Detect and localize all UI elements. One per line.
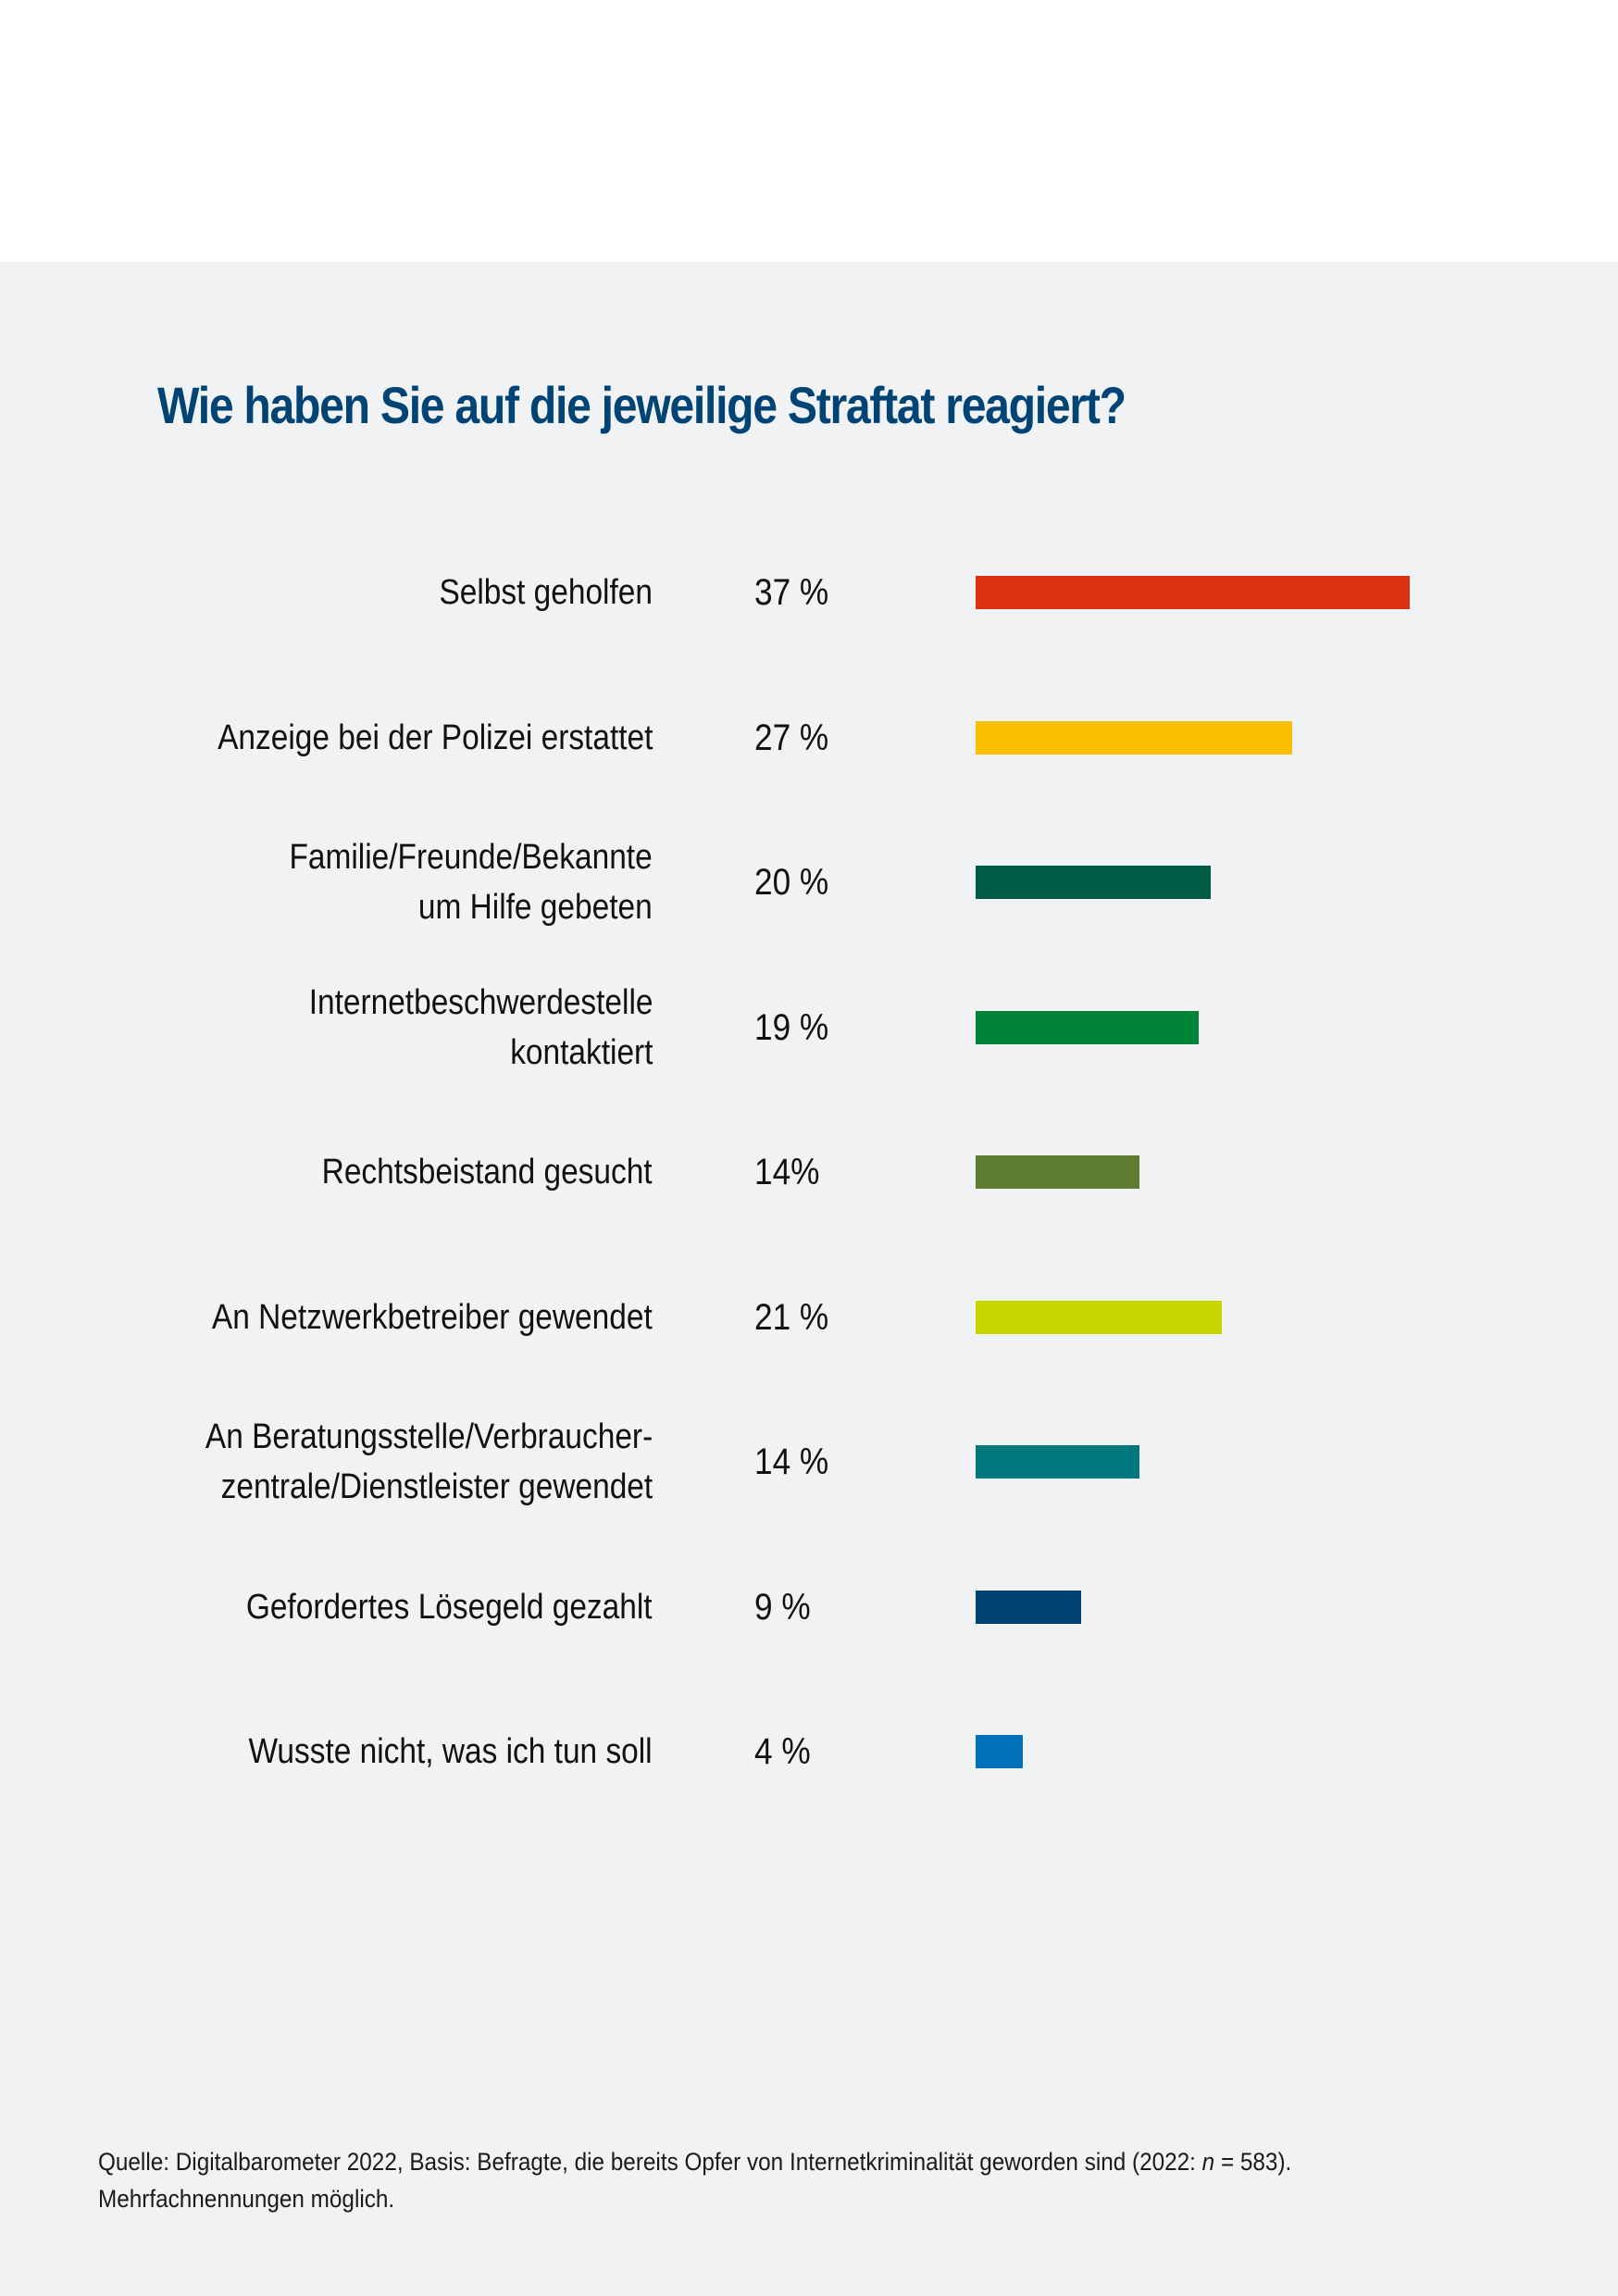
footnote-n-symbol: n [1201,2148,1215,2176]
value-label: 27 % [754,717,829,758]
category-label-line: An Netzwerkbetreiber gewendet [212,1297,653,1337]
footnote-source-text: Quelle: Digitalbarometer 2022, Basis: Be… [98,2148,1202,2176]
category-label: Wusste nicht, was ich tun soll [249,1727,653,1777]
category-label-line: Selbst geholfen [439,573,653,612]
category-label-line: Anzeige bei der Polizei erstattet [217,718,653,757]
category-label-line: An Beratungsstelle/Verbraucher- [205,1417,653,1456]
category-label: Internetbeschwerdestelle kontaktiert [308,978,653,1078]
category-label-line: Internetbeschwerdestelle [308,982,653,1022]
category-label-line: zentrale/Dienstleister gewendet [220,1467,653,1506]
category-label-line: Rechtsbeistand gesucht [322,1153,653,1192]
category-label: Gefordertes Lösegeld gezahlt [246,1582,653,1632]
category-label-line: um Hilfe gebeten [418,888,653,927]
bar [976,1590,1082,1624]
source-footnote: Quelle: Digitalbarometer 2022, Basis: Be… [98,2143,1291,2217]
category-label-line: Wusste nicht, was ich tun soll [248,1732,653,1771]
footnote-line-2: Mehrfachnennungen möglich. [98,2185,395,2213]
bar [976,1010,1199,1044]
category-label-line: Familie/Freunde/Bekannte [289,838,653,877]
category-label: Familie/Freunde/Bekannte um Hilfe gebeten [290,832,653,932]
value-label: 37 % [754,572,829,613]
value-label: 21 % [754,1296,829,1338]
bar [976,1300,1223,1334]
category-label: Rechtsbeistand gesucht [322,1147,653,1197]
chart-title: Wie haben Sie auf die jeweilige Straftat… [157,376,1126,434]
category-label: An Beratungsstelle/Verbraucher-zentrale/… [205,1412,653,1512]
footnote-n-value: = 583). [1214,2148,1292,2176]
value-label: 14% [754,1152,820,1192]
category-label-line: kontaktiert [509,1032,653,1072]
bar [976,1445,1140,1479]
category-label-line: Gefordertes Lösegeld gezahlt [246,1587,653,1627]
bar [976,866,1211,899]
footnote-line-1: Quelle: Digitalbarometer 2022, Basis: Be… [98,2143,1291,2180]
value-label: 20 % [754,862,829,903]
value-label: 14 % [754,1441,829,1482]
bar [976,1155,1140,1189]
category-label: Selbst geholfen [439,568,653,618]
bar [976,720,1293,755]
bar [976,576,1410,609]
value-label: 4 % [754,1731,811,1772]
bar [976,1735,1023,1768]
value-label: 19 % [754,1006,829,1048]
value-label: 9 % [754,1586,811,1628]
category-label: An Netzwerkbetreiber gewendet [212,1292,653,1342]
category-label: Anzeige bei der Polizei erstattet [218,713,653,763]
